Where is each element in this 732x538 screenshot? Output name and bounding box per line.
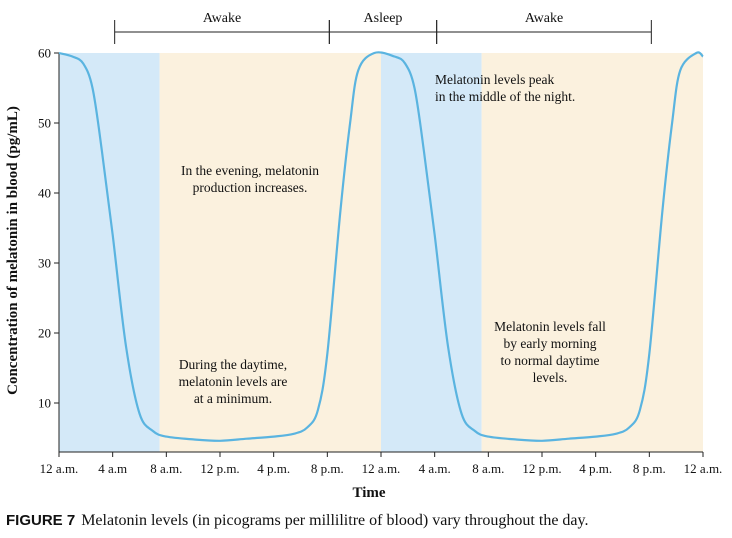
caption-text: Melatonin levels (in picograms per milli… [81, 512, 589, 529]
x-tick-label: 12 p.m. [200, 461, 239, 476]
period-brackets: Awake Asleep Awake [114, 11, 652, 44]
annotation-line: In the evening, melatonin [181, 163, 319, 178]
period-label: Awake [203, 11, 241, 26]
y-tick-label: 30 [38, 256, 51, 271]
annotation-line: to normal daytime [501, 353, 600, 368]
x-tick-label: 4 p.m. [579, 461, 612, 476]
shaded-region-2 [381, 53, 482, 452]
shaded-region-3 [481, 53, 703, 452]
x-axis-title: Time [352, 485, 385, 501]
axis-labels: 10 20 30 40 50 60 12 a.m. 4 a.m 8 a.m. 12 p.m. 4 p… [5, 46, 722, 502]
y-tick-label: 10 [38, 396, 51, 411]
x-tick-label: 4 p.m. [257, 461, 290, 476]
annotation-line: production increases. [193, 180, 308, 195]
x-tick-label: 8 a.m. [150, 461, 182, 476]
annotation-line: by early morning [504, 336, 597, 351]
x-tick-label: 12 p.m. [522, 461, 561, 476]
annotations: In the evening, melatonin production incr… [179, 72, 606, 406]
annotation-line: at a minimum. [194, 391, 272, 406]
annotation-line: melatonin levels are [179, 374, 288, 389]
x-tick-label: 8 p.m. [633, 461, 666, 476]
y-tick-label: 20 [38, 326, 51, 341]
figure-number: FIGURE 7 [6, 512, 76, 529]
y-tick-label: 50 [38, 116, 51, 131]
plot-area [58, 51, 704, 442]
shaded-region-1 [159, 53, 381, 452]
annotation-line: Melatonin levels peak [435, 72, 554, 87]
period-label: Asleep [364, 11, 403, 26]
series-line-0 [58, 51, 704, 442]
x-tick-label: 12 a.m. [362, 461, 401, 476]
x-tick-label: 12 a.m. [684, 461, 723, 476]
y-axis-title: Concentration of melatonin in blood (pg/… [5, 106, 21, 395]
y-tick-label: 40 [38, 186, 51, 201]
shaded-region-0 [59, 53, 160, 452]
y-tick-label: 60 [38, 46, 51, 61]
annotation-line: levels. [533, 370, 568, 385]
axes [54, 52, 704, 457]
x-tick-label: 8 p.m. [311, 461, 344, 476]
x-tick-label: 8 a.m. [472, 461, 504, 476]
shaded-regions [59, 53, 703, 452]
x-tick-label: 12 a.m. [40, 461, 79, 476]
annotation-line: During the daytime, [179, 357, 287, 372]
annotation-line: Melatonin levels fall [494, 319, 606, 334]
period-label: Awake [525, 11, 563, 26]
annotation-line: in the middle of the night. [435, 89, 575, 104]
x-tick-label: 4 a.m. [419, 461, 451, 476]
x-tick-label: 4 a.m [98, 461, 127, 476]
figure-caption: FIGURE 7 Melatonin levels (in picograms p… [6, 512, 730, 530]
